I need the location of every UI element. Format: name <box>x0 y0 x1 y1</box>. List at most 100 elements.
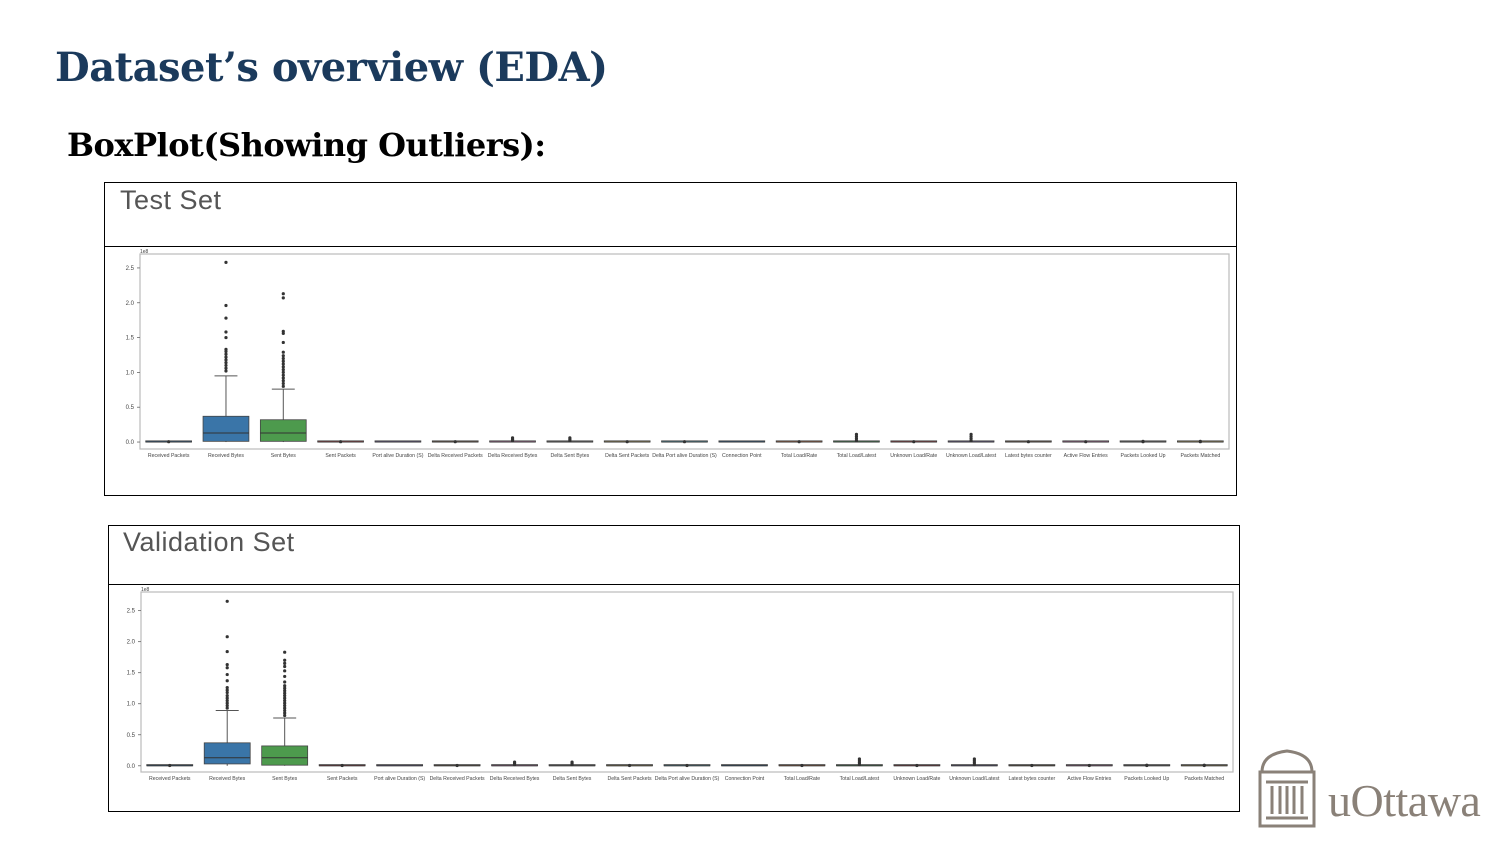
outlier-point <box>225 706 229 710</box>
outlier-point <box>453 440 457 444</box>
outlier-point <box>281 381 285 386</box>
x-tick-label: Unknown Load/Latest <box>949 776 1000 782</box>
x-tick-label: Delta Received Packets <box>428 453 483 459</box>
outlier-point <box>281 368 285 372</box>
outlier-point <box>1145 763 1149 767</box>
outlier-point <box>283 674 287 679</box>
x-tick-label: Total Load/Latest <box>840 776 880 782</box>
y-tick-label: 0.5 <box>127 733 136 739</box>
uottawa-logo: uOttawa <box>1256 748 1496 832</box>
y-tick-label: 1.5 <box>127 671 136 677</box>
outlier-point <box>283 664 287 669</box>
outlier-point <box>283 713 287 718</box>
outlier-point <box>283 691 287 695</box>
outlier-point <box>281 329 285 333</box>
outlier-point <box>283 703 287 708</box>
slide-title: Dataset’s overview (EDA) <box>55 44 608 91</box>
box <box>259 419 307 442</box>
outlier-point <box>224 303 228 308</box>
plot-frame <box>139 253 1230 450</box>
outlier-point <box>797 440 801 444</box>
outlier-point <box>225 663 229 667</box>
x-tick-label: Total Load/Rate <box>784 776 820 782</box>
validation-set-panel: Validation Set 1e8 0.0 0.5 1.0 1.5 2.0 2.5 Rece… <box>108 525 1240 812</box>
uottawa-wordmark: uOttawa <box>1328 775 1481 826</box>
x-tick-label: Sent Packets <box>325 453 356 459</box>
outlier-point <box>225 701 229 705</box>
outlier-point <box>455 763 459 768</box>
x-tick-label: Connection Point <box>725 776 765 782</box>
outlier-point <box>283 658 287 662</box>
x-tick-label: Active Flow Entries <box>1064 453 1109 459</box>
outlier-point <box>225 703 229 708</box>
outlier-point <box>682 440 687 444</box>
x-tick-label: Packets Looked Up <box>1124 776 1169 782</box>
validation-set-title: Validation Set <box>123 527 295 557</box>
outlier-point <box>281 296 285 300</box>
x-tick-label: Packets Looked Up <box>1121 453 1166 459</box>
outlier-point <box>283 706 287 710</box>
outlier-point <box>224 347 228 352</box>
outlier-point <box>857 757 862 761</box>
y-tick-label: 2.0 <box>127 640 136 646</box>
outlier-point <box>283 701 287 705</box>
x-tick-label: Port alive Duration (S) <box>374 776 425 782</box>
outlier-point <box>1084 440 1088 444</box>
outlier-point <box>912 440 916 444</box>
x-tick-label: Latest bytes counter <box>1008 776 1055 782</box>
outlier-point <box>510 436 515 440</box>
x-tick-label: Unknown Load/Rate <box>890 453 937 459</box>
outlier-point <box>1202 763 1206 767</box>
x-tick-label: Delta Sent Bytes <box>551 453 590 459</box>
outlier-point <box>225 690 229 695</box>
outlier-point <box>225 688 229 692</box>
outlier-point <box>224 369 228 373</box>
x-tick-label: Delta Sent Packets <box>607 776 652 782</box>
outlier-point <box>281 340 285 345</box>
outlier-point <box>283 650 287 654</box>
test-set-panel: Test Set 1e8 0.0 0.5 1.0 1.5 2.0 2.5 Received P… <box>104 182 1237 496</box>
university-building-icon <box>1258 749 1316 828</box>
outlier-point <box>281 292 285 296</box>
validation-set-header: Validation Set <box>109 526 1239 585</box>
validation-set-boxplot: 1e8 0.0 0.5 1.0 1.5 2.0 2.5 Received Packets Rec… <box>127 587 1234 782</box>
outlier-point <box>1026 440 1030 444</box>
x-tick-label: Delta Port alive Duration (S) <box>652 453 717 459</box>
test-set-header: Test Set <box>105 183 1236 247</box>
outlier-point <box>224 330 228 334</box>
outlier-point <box>225 685 229 690</box>
y-tick-label: 2.5 <box>126 266 135 272</box>
outlier-point <box>283 711 287 715</box>
y-tick-label: 2.5 <box>127 609 136 615</box>
outlier-point <box>1030 763 1034 768</box>
x-tick-label: Delta Sent Bytes <box>553 776 592 782</box>
y-tick-label: 1.0 <box>127 702 136 708</box>
outlier-point <box>281 354 285 358</box>
outlier-point <box>283 696 287 700</box>
outlier-point <box>283 708 287 713</box>
outlier-point <box>915 763 919 768</box>
outlier-point <box>281 370 285 374</box>
outlier-point <box>225 666 229 670</box>
x-tick-label: Received Packets <box>149 776 191 782</box>
y-tick-label: 1.5 <box>126 336 135 342</box>
x-tick-label: Received Bytes <box>209 776 245 782</box>
outlier-point <box>225 599 229 603</box>
x-tick-label: Total Load/Latest <box>837 453 877 459</box>
x-tick-label: Unknown Load/Rate <box>893 776 940 782</box>
outlier-point <box>283 689 287 693</box>
outlier-point <box>972 757 976 761</box>
outlier-point <box>512 760 517 764</box>
outlier-point <box>281 373 285 377</box>
outlier-point <box>1087 763 1091 768</box>
outlier-point <box>339 440 343 444</box>
outlier-point <box>224 260 228 264</box>
outlier-point <box>281 379 285 383</box>
outlier-point <box>224 358 228 362</box>
test-set-title: Test Set <box>120 185 222 215</box>
outlier-point <box>283 686 287 690</box>
outlier-point <box>224 316 228 320</box>
outlier-point <box>225 649 229 654</box>
box <box>261 745 309 766</box>
x-tick-label: Unknown Load/Latest <box>946 453 997 459</box>
